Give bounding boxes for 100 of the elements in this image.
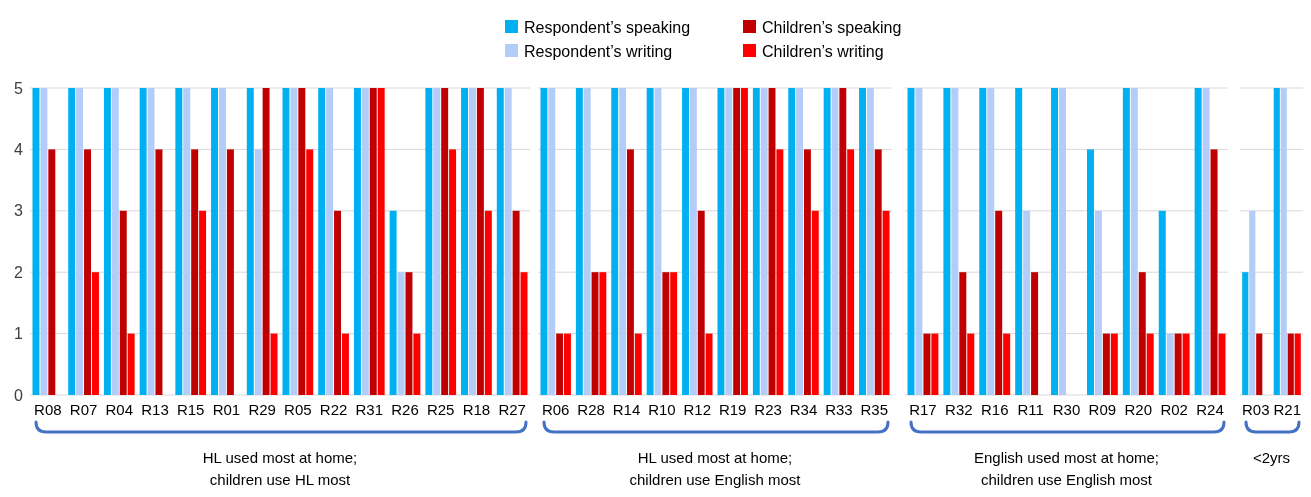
bar — [218, 88, 226, 395]
bar — [599, 272, 607, 395]
x-tick-label: R24 — [1196, 401, 1224, 418]
x-axis-title: HL used most at home; children use HL most — [202, 449, 358, 488]
bar — [91, 272, 99, 395]
bar — [389, 210, 397, 395]
bar — [1166, 333, 1174, 395]
bar — [619, 88, 627, 395]
bar — [682, 88, 689, 395]
bar — [1110, 333, 1118, 395]
bar — [1218, 333, 1226, 395]
y-tick-label: 0 — [14, 386, 23, 404]
bar — [1242, 272, 1249, 395]
bar — [859, 88, 866, 395]
bar — [1273, 88, 1280, 395]
legend-label: Respondent’s writing — [524, 42, 673, 60]
x-tick-label: R27 — [498, 401, 526, 418]
bar — [147, 88, 155, 395]
bar — [882, 210, 890, 395]
bar — [931, 333, 939, 395]
bar — [907, 88, 915, 395]
bar — [995, 210, 1003, 395]
bar — [1202, 88, 1210, 395]
bar — [306, 149, 314, 395]
x-tick-label: R02 — [1160, 401, 1188, 418]
bar — [298, 88, 306, 395]
bar — [496, 88, 504, 395]
bar — [1174, 333, 1182, 395]
bar — [246, 88, 254, 395]
bar — [270, 333, 278, 395]
x-axis-title: <2yrs — [1252, 449, 1291, 466]
bar — [979, 88, 987, 395]
x-tick-label: R32 — [945, 401, 973, 418]
bar — [811, 210, 819, 395]
bar — [556, 333, 564, 395]
bar — [262, 88, 270, 395]
x-tick-label: R06 — [541, 401, 570, 418]
bar — [1138, 272, 1146, 395]
y-tick-label: 5 — [14, 79, 23, 97]
bar — [413, 333, 421, 395]
bar — [1051, 88, 1059, 395]
bar — [1182, 333, 1190, 395]
bar — [1249, 210, 1256, 395]
legend-label: Children’s speaking — [762, 18, 902, 36]
bar — [1158, 210, 1166, 395]
bar — [199, 210, 207, 395]
bar — [733, 88, 741, 395]
bar — [717, 88, 725, 395]
bar — [959, 272, 967, 395]
bar — [564, 333, 571, 395]
y-tick-label: 2 — [14, 263, 23, 281]
bar — [943, 88, 951, 395]
bar — [484, 210, 492, 395]
legend-label: Children’s writing — [762, 42, 884, 60]
bar — [1146, 333, 1154, 395]
bar — [788, 88, 796, 395]
bar — [361, 88, 369, 395]
bar — [461, 88, 469, 395]
x-tick-label: R09 — [1088, 401, 1117, 418]
bar — [504, 88, 512, 395]
bar — [397, 272, 405, 395]
bar — [705, 333, 713, 395]
y-tick-label: 3 — [14, 202, 23, 220]
bar — [540, 88, 548, 395]
x-tick-label: R17 — [909, 401, 937, 418]
bar — [155, 149, 163, 395]
bar — [575, 88, 583, 395]
bar — [183, 88, 191, 395]
bar — [583, 88, 591, 395]
bar — [290, 88, 298, 395]
bar — [139, 88, 147, 395]
legend-label: Respondent’s speaking — [524, 18, 691, 36]
bar — [254, 149, 262, 395]
bar — [226, 149, 234, 395]
bar — [449, 149, 457, 395]
bar — [405, 272, 413, 395]
bar — [776, 149, 784, 395]
x-tick-label: R15 — [176, 401, 205, 418]
x-tick-label: R04 — [105, 401, 134, 418]
bar — [915, 88, 923, 395]
x-axis-title: HL used most at home; children use English most — [629, 449, 802, 488]
bar — [923, 333, 931, 395]
bar — [377, 88, 385, 395]
bar — [1122, 88, 1130, 395]
y-tick-label: 4 — [14, 141, 23, 158]
bar — [326, 88, 334, 395]
bar — [68, 88, 76, 395]
x-tick-label: R33 — [825, 401, 853, 418]
bar — [1015, 88, 1023, 395]
bar — [40, 88, 48, 395]
bar — [697, 210, 705, 395]
bar — [433, 88, 441, 395]
bar — [1094, 210, 1102, 395]
bar — [1210, 149, 1218, 395]
bar — [341, 333, 349, 395]
bar — [634, 333, 642, 395]
bar — [111, 88, 119, 395]
bar — [1023, 210, 1031, 395]
bar — [353, 88, 361, 395]
bar — [803, 149, 811, 395]
